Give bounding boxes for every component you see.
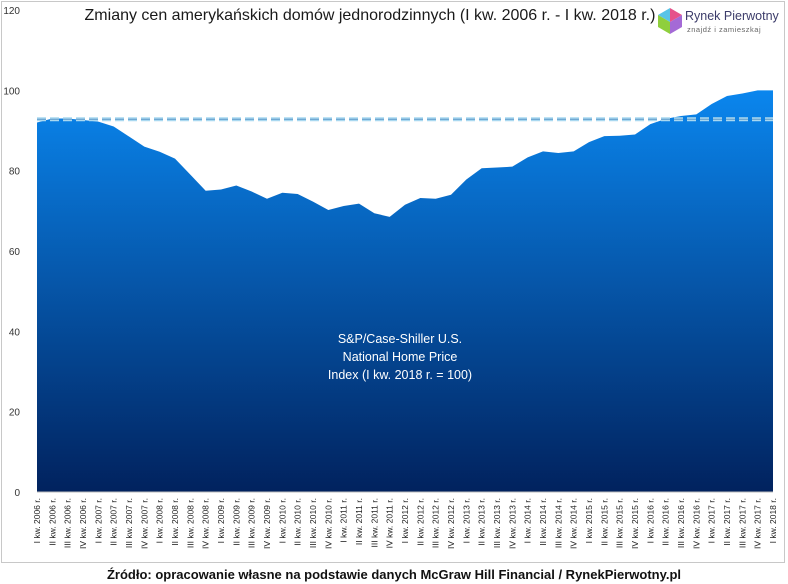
x-tick-label: IV kw. 2015 r. bbox=[630, 498, 640, 549]
x-tick-label: III kw. 2013 r. bbox=[492, 498, 502, 548]
price-index-area bbox=[37, 90, 773, 492]
x-tick-label: I kw. 2015 r. bbox=[584, 498, 594, 543]
y-tick-label: 20 bbox=[9, 408, 21, 419]
y-tick-label: 120 bbox=[3, 6, 20, 17]
x-tick-label: I kw. 2012 r. bbox=[400, 498, 410, 543]
x-tick-label: II kw. 2016 r. bbox=[661, 498, 671, 546]
y-tick-label: 80 bbox=[9, 167, 21, 178]
x-tick-label: I kw. 2016 r. bbox=[645, 498, 655, 543]
x-tick-label: I kw. 2006 r. bbox=[32, 498, 42, 543]
x-tick-label: I kw. 2007 r. bbox=[93, 498, 103, 543]
y-tick-label: 40 bbox=[9, 327, 21, 338]
x-tick-label: IV kw. 2013 r. bbox=[507, 498, 517, 549]
x-tick-label: III kw. 2006 r. bbox=[63, 498, 73, 548]
x-axis: I kw. 2006 r. II kw. 2006 r. III kw. 2006 … bbox=[32, 491, 778, 549]
x-tick-label: I kw. 2018 r. bbox=[768, 498, 778, 543]
x-tick-label: II kw. 2009 r. bbox=[231, 498, 241, 546]
index-annotation: S&P/Case-Shiller U.S. National Home Pric… bbox=[300, 330, 500, 384]
x-tick-label: III kw. 2012 r. bbox=[431, 498, 441, 548]
x-tick-label: I kw. 2010 r. bbox=[277, 498, 287, 543]
x-tick-label: I kw. 2017 r. bbox=[707, 498, 717, 543]
x-tick-label: IV kw. 2016 r. bbox=[691, 498, 701, 549]
source-note: Źródło: opracowanie własne na podstawie … bbox=[106, 567, 682, 582]
x-tick-label: II kw. 2014 r. bbox=[538, 498, 548, 546]
logo-tagline: znajdź i zamieszkaj bbox=[687, 25, 762, 34]
x-tick-label: II kw. 2012 r. bbox=[415, 498, 425, 546]
x-tick-label: III kw. 2015 r. bbox=[615, 498, 625, 548]
x-tick-label: III kw. 2014 r. bbox=[553, 498, 563, 548]
y-tick-label: 60 bbox=[9, 247, 21, 258]
x-tick-label: IV kw. 2011 r. bbox=[385, 498, 395, 548]
x-tick-label: III kw. 2016 r. bbox=[676, 498, 686, 548]
x-tick-label: IV kw. 2012 r. bbox=[446, 498, 456, 549]
x-tick-label: IV kw. 2008 r. bbox=[201, 498, 211, 549]
x-tick-label: I kw. 2008 r. bbox=[155, 498, 165, 543]
y-tick-label: 100 bbox=[3, 86, 20, 97]
x-tick-label: IV kw. 2017 r. bbox=[753, 498, 763, 549]
x-tick-label: II kw. 2017 r. bbox=[722, 498, 732, 546]
x-tick-label: I kw. 2009 r. bbox=[216, 498, 226, 543]
brand-logo: Rynek Pierwotny znajdź i zamieszkaj bbox=[657, 7, 779, 37]
x-tick-label: IV kw. 2009 r. bbox=[262, 498, 272, 549]
x-tick-label: III kw. 2010 r. bbox=[308, 498, 318, 548]
x-tick-label: II kw. 2008 r. bbox=[170, 498, 180, 546]
x-tick-label: II kw. 2010 r. bbox=[293, 498, 303, 546]
y-axis: 0 20 40 60 80 100 120 bbox=[3, 6, 20, 499]
x-tick-label: IV kw. 2010 r. bbox=[323, 498, 333, 549]
x-tick-label: III kw. 2009 r. bbox=[247, 498, 257, 548]
x-tick-label: IV kw. 2007 r. bbox=[139, 498, 149, 549]
annotation-line-3: Index (I kw. 2018 r. = 100) bbox=[327, 368, 473, 382]
x-tick-label: II kw. 2011 r. bbox=[354, 498, 364, 545]
x-tick-label: III kw. 2008 r. bbox=[185, 498, 195, 548]
logo-name: Rynek Pierwotny bbox=[685, 9, 779, 23]
x-tick-label: III kw. 2017 r. bbox=[737, 498, 747, 548]
x-tick-label: I kw. 2013 r. bbox=[461, 498, 471, 543]
x-tick-label: IV kw. 2014 r. bbox=[569, 498, 579, 549]
x-tick-label: IV kw. 2006 r. bbox=[78, 498, 88, 549]
x-tick-label: II kw. 2013 r. bbox=[477, 498, 487, 546]
x-tick-label: II kw. 2007 r. bbox=[109, 498, 119, 546]
x-tick-label: I kw. 2011 r. bbox=[339, 498, 349, 543]
x-tick-label: II kw. 2015 r. bbox=[599, 498, 609, 546]
chart-title: Zmiany cen amerykańskich domów jednorodz… bbox=[84, 7, 656, 24]
x-tick-label: I kw. 2014 r. bbox=[523, 498, 533, 543]
house-icon bbox=[658, 8, 682, 34]
y-tick-label: 0 bbox=[14, 488, 20, 499]
annotation-line-1: S&P/Case-Shiller U.S. bbox=[337, 332, 463, 346]
annotation-line-2: National Home Price bbox=[342, 350, 458, 364]
x-tick-label: II kw. 2006 r. bbox=[47, 498, 57, 546]
x-tick-label: III kw. 2011 r. bbox=[369, 498, 379, 547]
x-tick-label: III kw. 2007 r. bbox=[124, 498, 134, 548]
